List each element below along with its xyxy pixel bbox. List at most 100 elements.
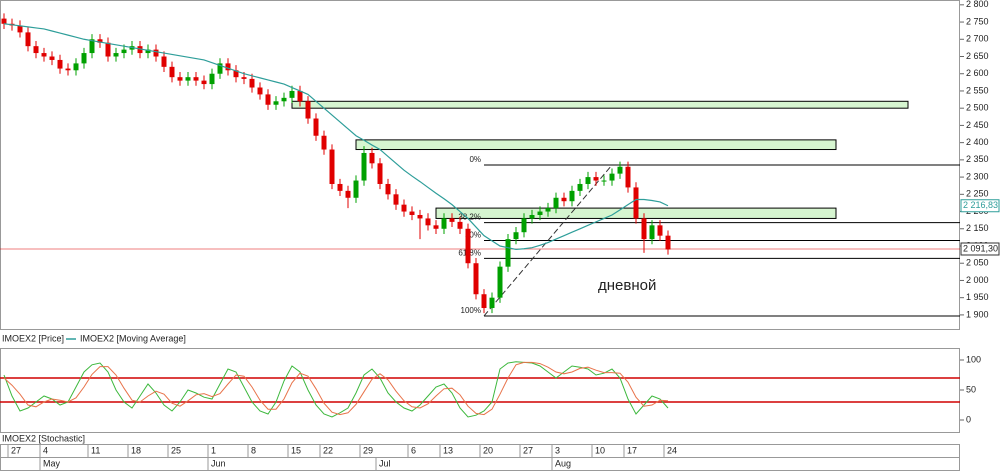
candle-body xyxy=(57,59,63,69)
candle-body xyxy=(25,32,31,47)
fib-label: 0% xyxy=(469,155,481,164)
candle-body xyxy=(185,77,191,81)
x-tick-label: 15 xyxy=(291,445,301,455)
y-tick-label: 2 600 xyxy=(966,68,989,78)
candle-body xyxy=(649,225,655,240)
y-tick-label: 2 650 xyxy=(966,51,989,61)
x-tick-label: 27 xyxy=(11,445,21,455)
y-tick-label: 2 150 xyxy=(966,223,989,233)
x-tick-label: 17 xyxy=(627,445,637,455)
candle-body xyxy=(321,135,327,150)
candle-body xyxy=(73,63,79,71)
candle-body xyxy=(409,211,415,215)
candle-body xyxy=(369,152,375,164)
annotation: дневной xyxy=(598,277,656,294)
candle-body xyxy=(177,77,183,81)
x-tick-label: 4 xyxy=(43,445,48,455)
candle-body xyxy=(305,101,311,119)
month-label: Jun xyxy=(211,458,226,468)
candle-body xyxy=(433,225,439,229)
candle-body xyxy=(345,190,351,198)
candle-body xyxy=(457,221,463,229)
candle-body xyxy=(201,80,207,85)
y-tick-label: 2 750 xyxy=(966,16,989,26)
y-tick-label: 2 050 xyxy=(966,258,989,268)
candle-body xyxy=(81,53,87,64)
fib-label: 50% xyxy=(465,231,481,240)
candle-body xyxy=(161,56,167,67)
last-price-label: 2 091,30 xyxy=(963,243,998,253)
y-tick-label: 50 xyxy=(966,384,976,394)
stoch-frame xyxy=(0,348,960,433)
candle-body xyxy=(105,42,111,57)
candle-body xyxy=(361,152,367,181)
x-tick-label: 20 xyxy=(483,445,493,455)
y-tick-label: 100 xyxy=(966,354,981,364)
y-tick-label: 2 450 xyxy=(966,120,989,130)
candle-body xyxy=(273,101,279,105)
candle-body xyxy=(169,66,175,78)
candle-body xyxy=(329,149,335,184)
candle-body xyxy=(49,56,55,60)
candle-body xyxy=(113,53,119,57)
candle-body xyxy=(497,266,503,298)
y-tick-label: 2 000 xyxy=(966,275,989,285)
x-tick-label: 25 xyxy=(171,445,181,455)
candle-body xyxy=(585,177,591,184)
stoch-title: IMOEX2 [Stochastic] xyxy=(2,433,85,443)
y-tick-label: 1 900 xyxy=(966,309,989,319)
candle-body xyxy=(417,214,423,219)
y-tick-label: 2 700 xyxy=(966,34,989,44)
candle-body xyxy=(441,218,447,229)
fib-trend xyxy=(483,164,613,317)
x-tick-label: 22 xyxy=(323,445,333,455)
candle-body xyxy=(265,94,271,105)
zone xyxy=(291,100,909,109)
candle-body xyxy=(209,73,215,85)
candle-body xyxy=(225,63,231,71)
x-tick-label: 18 xyxy=(131,445,141,455)
candle-body xyxy=(33,46,39,54)
candle-body xyxy=(561,197,567,202)
moving-average xyxy=(3,23,669,251)
candle-body xyxy=(465,228,471,264)
candle-body xyxy=(193,77,199,81)
candle-body xyxy=(353,180,359,198)
candle-body xyxy=(449,218,455,222)
fib-label: 100% xyxy=(461,306,481,315)
candle-body xyxy=(393,194,399,205)
month-label: May xyxy=(43,458,61,468)
y-tick-label: 2 500 xyxy=(966,103,989,113)
candle-body xyxy=(65,68,71,71)
candle-body xyxy=(241,77,247,79)
candle-body xyxy=(377,163,383,184)
y-tick-label: 1 950 xyxy=(966,292,989,302)
candle-body xyxy=(513,232,519,240)
candle-body xyxy=(17,25,23,33)
candle-body xyxy=(529,214,535,219)
candle-body xyxy=(473,263,479,295)
candle-body xyxy=(121,49,127,54)
fib-label: 38.2% xyxy=(458,213,481,222)
candle-body xyxy=(545,208,551,212)
candle-body xyxy=(657,225,663,236)
candle-body xyxy=(617,166,623,174)
x-tick-label: 27 xyxy=(523,445,533,455)
candle-body xyxy=(593,177,599,181)
legend-ma: IMOEX2 [Moving Average] xyxy=(80,333,186,343)
candle-body xyxy=(641,218,647,240)
candle-body xyxy=(97,39,103,43)
candle-body xyxy=(297,90,303,102)
candle-body xyxy=(481,294,487,309)
candle-body xyxy=(153,49,159,57)
candle-body xyxy=(145,49,151,54)
candle-body xyxy=(217,63,223,74)
candle-body xyxy=(281,97,287,102)
x-tick-label: 29 xyxy=(363,445,373,455)
x-tick-label: 13 xyxy=(443,445,453,455)
zone xyxy=(355,139,837,151)
x-tick-label: 1 xyxy=(211,445,216,455)
x-tick-label: 3 xyxy=(555,445,560,455)
candle-body xyxy=(521,218,527,233)
